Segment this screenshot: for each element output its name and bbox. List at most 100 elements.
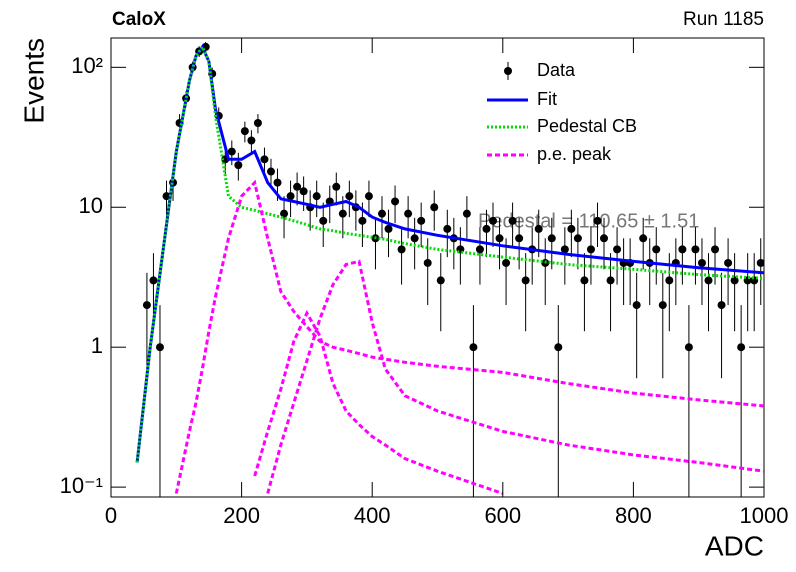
data-point [665,276,674,285]
x-tick-label: 0 [105,503,117,528]
fit-curve [174,179,764,494]
data-point [149,276,158,285]
fit-curve [253,309,504,495]
y-tick-label: 1 [91,333,103,358]
data-point [155,343,164,352]
y-axis-label: Events [18,38,49,124]
data-point [247,136,256,145]
x-tick-label: 400 [354,503,391,528]
data-point [495,234,504,243]
data-point [397,245,406,254]
data-point [364,192,373,201]
data-point [593,216,602,225]
data-point [469,343,478,352]
legend-label: Fit [537,89,557,109]
data-point [253,119,262,128]
data-point [266,167,275,176]
data-point [717,301,726,310]
data-point [521,276,530,285]
data-point [515,234,524,243]
data-point [240,127,249,136]
data-point [345,192,354,201]
data-point [534,224,543,233]
data-point [632,301,641,310]
legend-marker [504,67,512,75]
data-point [338,209,347,218]
data-point [560,245,569,254]
data-point [475,245,484,254]
data-point [299,187,308,196]
data-point [711,245,720,254]
fit-curve [135,43,764,463]
data-point [462,209,471,218]
data-point [639,234,648,243]
data-point [580,276,589,285]
legend-label: p.e. peak [537,144,612,164]
y-tick-label: 10⁻¹ [60,473,103,498]
legend-label: Data [537,60,576,80]
data-point [312,192,321,201]
data-point [489,216,498,225]
data-point [704,276,713,285]
data-point [234,161,243,170]
data-point [691,245,700,254]
annotation: Pedestal = 110.65 ± 1.51 [478,210,699,232]
data-point [410,234,419,243]
plot-frame [110,37,765,498]
data-point [508,216,517,225]
x-axis-label: ADC [705,530,764,561]
data-point [273,178,282,187]
data-point [730,276,739,285]
data-point [652,245,661,254]
data-point [554,343,563,352]
plot-area [135,41,764,497]
data-point [756,258,764,267]
data-point [547,234,556,243]
data-point [358,216,367,225]
legend-label: Pedestal CB [537,116,637,136]
y-tick-label: 10 [79,193,103,218]
data-point [260,155,269,164]
data-point [142,301,151,310]
data-point [697,258,706,267]
data-point [404,209,413,218]
y-tick-label: 10² [71,53,103,78]
data-point [567,224,576,233]
data-point [417,216,426,225]
data-point [227,147,236,156]
data-point [606,276,615,285]
data-point [286,192,295,201]
data-point [384,224,393,233]
data-point [600,234,609,243]
fit-curve [135,43,764,463]
data-point [443,224,452,233]
data-point [586,245,595,254]
data-point [436,276,445,285]
data-point [162,192,171,201]
data-point [573,234,582,243]
x-tick-label: 600 [484,503,521,528]
data-point [293,182,302,191]
data-point [319,216,328,225]
data-point [737,343,746,352]
data-point [684,343,693,352]
data-point [613,245,622,254]
data-point [502,258,511,267]
data-point [280,209,289,218]
data-point [423,258,432,267]
chart-title: CaloX [112,9,166,30]
data-point [678,245,687,254]
fit-curve [266,259,764,494]
chart-subtitle: Run 1185 [683,9,764,30]
data-point [377,209,386,218]
x-tick-label: 800 [615,503,652,528]
data-point [482,224,491,233]
x-tick-label: 1000 [740,503,789,528]
data-point [658,301,667,310]
data-point [724,258,733,267]
data-point [430,203,439,212]
data-point [391,197,400,206]
data-point [332,182,341,191]
x-tick-label: 200 [223,503,260,528]
